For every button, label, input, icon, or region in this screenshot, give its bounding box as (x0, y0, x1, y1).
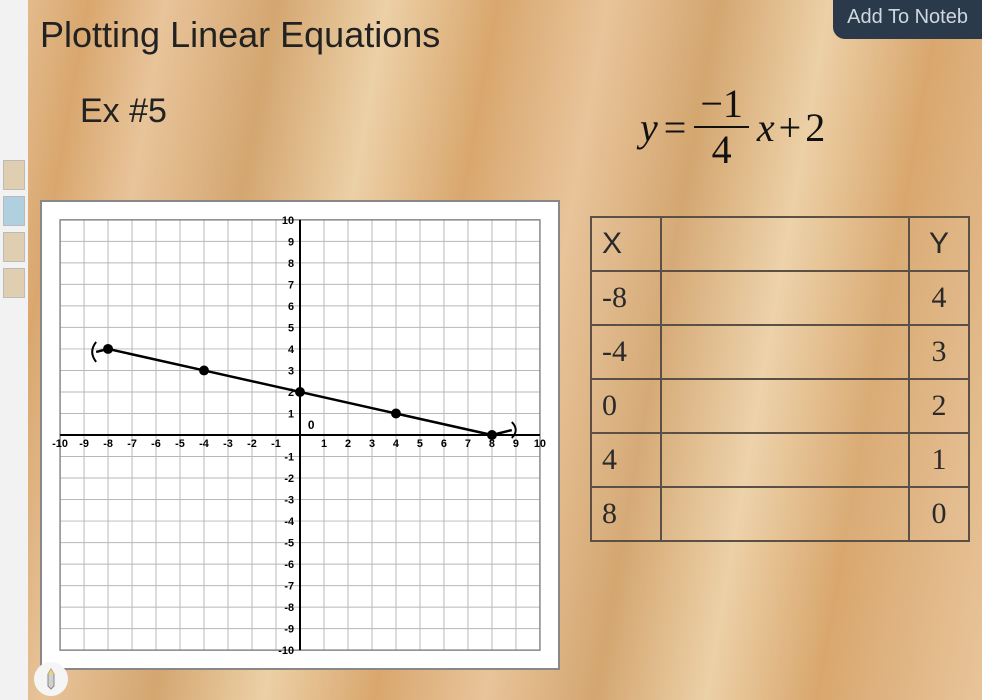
equation-constant: 2 (805, 104, 825, 151)
svg-text:3: 3 (369, 438, 375, 450)
svg-text:6: 6 (288, 301, 294, 313)
svg-text:1: 1 (321, 438, 327, 450)
coordinate-graph: -10-9-8-7-6-5-4-3-2-11234567891012345678… (40, 200, 560, 670)
table-cell-y: 3 (909, 325, 969, 379)
table-header-blank (661, 217, 909, 271)
table-cell-x: 0 (591, 379, 661, 433)
equation-denominator: 4 (712, 128, 732, 170)
svg-text:-2: -2 (247, 438, 257, 450)
svg-text:10: 10 (534, 438, 546, 450)
table-row: -8 4 (591, 271, 969, 325)
svg-text:-4: -4 (199, 438, 209, 450)
table-cell-blank (661, 271, 909, 325)
svg-text:9: 9 (513, 438, 519, 450)
page-title: Plotting Linear Equations (40, 14, 440, 56)
svg-text:-1: -1 (284, 451, 294, 463)
table-cell-y: 0 (909, 487, 969, 541)
svg-text:10: 10 (282, 215, 294, 227)
example-label: Ex #5 (80, 92, 167, 131)
svg-text:-3: -3 (284, 495, 294, 507)
svg-text:6: 6 (441, 438, 447, 450)
svg-text:-9: -9 (79, 438, 89, 450)
table-row: 80 (591, 487, 969, 541)
table-header-y: Y (909, 217, 969, 271)
table-cell-x: 8 (591, 487, 661, 541)
table-cell-blank (661, 379, 909, 433)
pen-tool-icon[interactable] (34, 662, 68, 696)
svg-text:9: 9 (288, 236, 294, 248)
table-row: 02 (591, 379, 969, 433)
svg-text:-5: -5 (284, 538, 294, 550)
table-cell-blank (661, 433, 909, 487)
svg-text:-3: -3 (223, 438, 233, 450)
table-cell-y: 1 (909, 433, 969, 487)
equation-operator: + (779, 104, 802, 151)
equation: y = −1 4 x + 2 (640, 84, 825, 170)
slide-thumb[interactable] (3, 160, 25, 190)
svg-text:-6: -6 (284, 559, 294, 571)
svg-text:7: 7 (465, 438, 471, 450)
graph-svg: -10-9-8-7-6-5-4-3-2-11234567891012345678… (42, 202, 558, 668)
svg-text:7: 7 (288, 279, 294, 291)
table-cell-y: 4 (909, 271, 969, 325)
xy-table: XY-84-43024180 (590, 216, 970, 542)
svg-text:-6: -6 (151, 438, 161, 450)
slide-thumb[interactable] (3, 232, 25, 262)
svg-text:-8: -8 (284, 602, 294, 614)
svg-text:2: 2 (345, 438, 351, 450)
table-cell-x: 4 (591, 433, 661, 487)
svg-text:-9: -9 (284, 624, 294, 636)
svg-text:5: 5 (288, 322, 294, 334)
svg-text:4: 4 (393, 438, 399, 450)
table-cell-y: 2 (909, 379, 969, 433)
add-to-notebook-label: Add To Noteb (847, 6, 968, 28)
svg-text:-2: -2 (284, 473, 294, 485)
equation-lhs: y (640, 104, 658, 151)
table-cell-blank (661, 487, 909, 541)
slide-thumbnail-strip (0, 0, 28, 700)
slide-thumb[interactable] (3, 268, 25, 298)
equation-equals: = (664, 104, 687, 151)
svg-text:-7: -7 (127, 438, 137, 450)
table-cell-x: -4 (591, 325, 661, 379)
svg-text:-1: -1 (271, 438, 281, 450)
slide-thumb[interactable] (3, 196, 25, 226)
table-row: 41 (591, 433, 969, 487)
svg-text:-10: -10 (278, 645, 294, 657)
svg-text:-4: -4 (284, 516, 294, 528)
add-to-notebook-button[interactable]: Add To Noteb (833, 0, 982, 39)
svg-text:-7: -7 (284, 581, 294, 593)
equation-fraction: −1 4 (694, 84, 749, 170)
svg-text:-5: -5 (175, 438, 185, 450)
svg-text:-8: -8 (103, 438, 113, 450)
svg-text:8: 8 (288, 258, 294, 270)
svg-text:3: 3 (288, 365, 294, 377)
svg-text:-10: -10 (52, 438, 68, 450)
table-row: -4 3 (591, 325, 969, 379)
table-header-x: X (591, 217, 661, 271)
equation-variable: x (757, 104, 775, 151)
table-cell-blank (661, 325, 909, 379)
svg-text:4: 4 (288, 344, 294, 356)
equation-numerator: −1 (694, 84, 749, 128)
table-cell-x: -8 (591, 271, 661, 325)
svg-text:5: 5 (417, 438, 423, 450)
svg-text:0: 0 (308, 418, 315, 432)
svg-text:1: 1 (288, 408, 294, 420)
